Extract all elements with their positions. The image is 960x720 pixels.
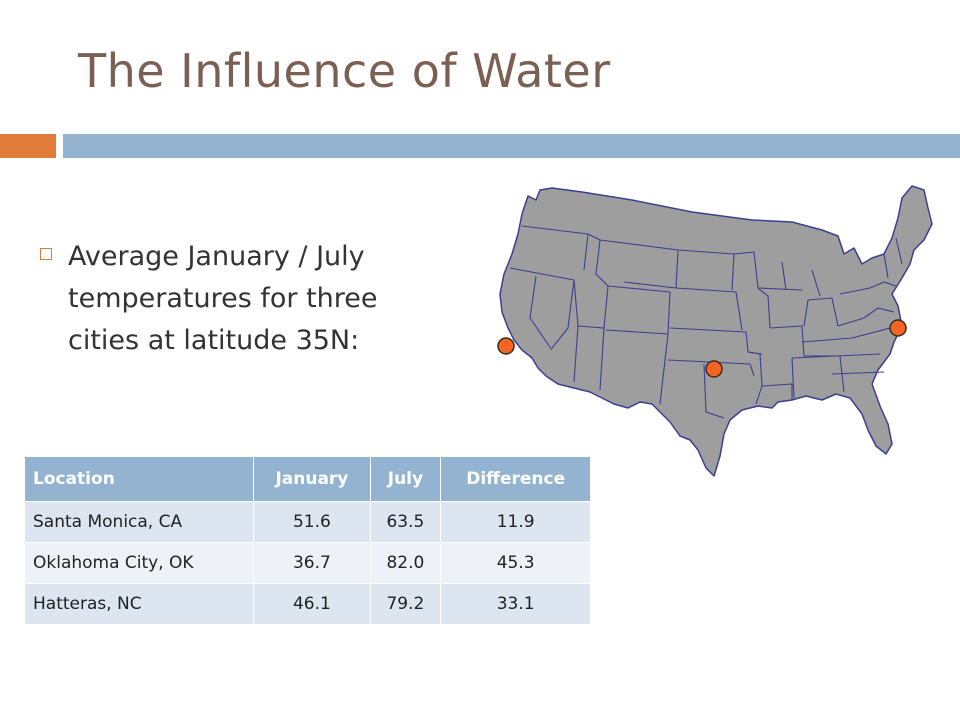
header-july: July bbox=[369, 456, 442, 502]
table-header-row: Location January July Difference bbox=[23, 456, 591, 502]
header-difference: Difference bbox=[440, 456, 591, 502]
table-row: Oklahoma City, OK 36.7 82.0 45.3 bbox=[23, 542, 591, 584]
bullet-point: Average January / July temperatures for … bbox=[40, 236, 440, 362]
state-borders bbox=[509, 225, 903, 419]
hatteras-marker bbox=[889, 319, 907, 337]
header-location: Location bbox=[23, 456, 255, 502]
temperature-table: Location January July Difference Santa M… bbox=[23, 456, 591, 625]
bullet-text: Average January / July temperatures for … bbox=[68, 241, 378, 356]
cell-july: 63.5 bbox=[369, 501, 442, 543]
cell-location: Santa Monica, CA bbox=[23, 501, 255, 543]
cell-location: Oklahoma City, OK bbox=[23, 542, 255, 584]
cell-july: 82.0 bbox=[369, 542, 442, 584]
cell-january: 46.1 bbox=[253, 583, 371, 625]
cell-july: 79.2 bbox=[369, 583, 442, 625]
cell-difference: 33.1 bbox=[440, 583, 591, 625]
oklahoma-city-marker bbox=[705, 360, 723, 378]
cell-january: 36.7 bbox=[253, 542, 371, 584]
cell-difference: 11.9 bbox=[440, 501, 591, 543]
cell-january: 51.6 bbox=[253, 501, 371, 543]
us-map bbox=[497, 185, 933, 477]
cell-difference: 45.3 bbox=[440, 542, 591, 584]
slide-title: The Influence of Water bbox=[78, 44, 611, 98]
header-january: January bbox=[253, 456, 371, 502]
santa-monica-marker bbox=[497, 337, 515, 355]
city-markers bbox=[497, 319, 907, 378]
us-outline bbox=[499, 185, 933, 477]
table-row: Hatteras, NC 46.1 79.2 33.1 bbox=[23, 583, 591, 625]
cell-location: Hatteras, NC bbox=[23, 583, 255, 625]
title-rule-bar bbox=[63, 134, 960, 158]
square-bullet-icon bbox=[40, 248, 52, 260]
title-rule-accent bbox=[0, 134, 56, 158]
table-row: Santa Monica, CA 51.6 63.5 11.9 bbox=[23, 501, 591, 543]
